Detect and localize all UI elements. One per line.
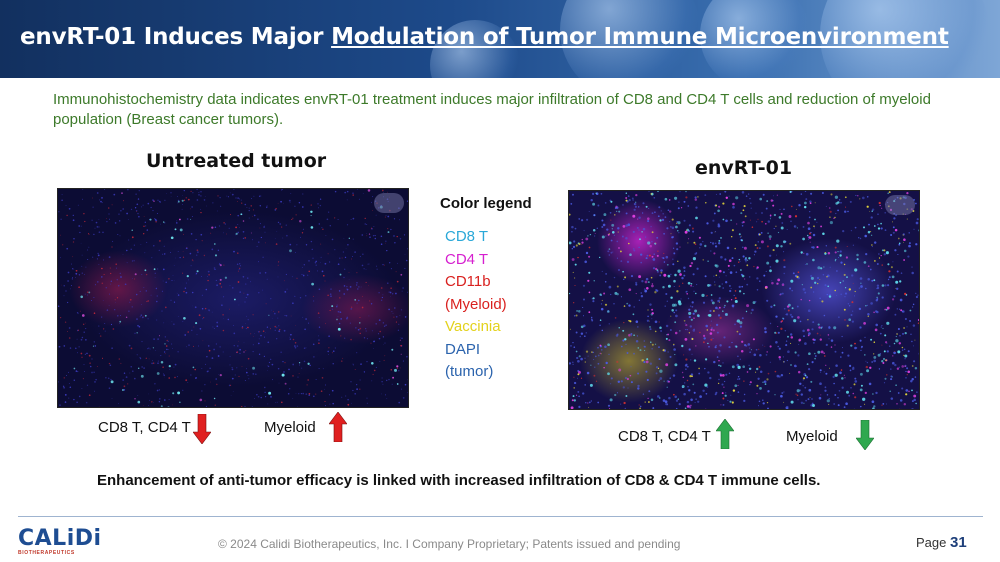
conclusion-text: Enhancement of anti-tumor efficacy is li… [97, 472, 821, 489]
treated-myeloid-label: Myeloid [786, 428, 838, 445]
legend-title: Color legend [440, 195, 532, 212]
page-title-underlined: Modulation of Tumor Immune Microenvironm… [331, 24, 949, 50]
legend-item-vaccinia: Vaccinia [445, 318, 501, 335]
arrow-up-red-shape [329, 412, 347, 442]
arrow-down-red-icon [193, 414, 211, 444]
logo-subtext: BIOTHERAPEUTICS [18, 550, 75, 556]
legend-item-cd11b: CD11b [445, 273, 491, 290]
page-number: Page 31 [916, 534, 967, 551]
title-banner: envRT-01 Induces Major Modulation of Tum… [0, 0, 1000, 78]
arrow-up-red-icon [329, 412, 347, 442]
legend-item-dapi: DAPI [445, 340, 481, 358]
legend-item-tumor: (tumor) [445, 363, 494, 380]
legend-item-cd4: CD4 T [445, 250, 489, 268]
arrow-down-red-shape [193, 414, 211, 444]
untreated-myeloid-label: Myeloid [264, 419, 316, 436]
page-label: Page [916, 535, 947, 550]
company-logo: CALiDi BIOTHERAPEUTICS [18, 526, 102, 557]
treated-tcell-label: CD8 T, CD4 T [618, 428, 711, 445]
treated-micrograph [568, 190, 920, 410]
untreated-micrograph [57, 188, 409, 408]
summary-text: Immunohistochemistry data indicates envR… [53, 91, 931, 128]
arrow-up-green-shape [716, 419, 734, 449]
arrow-up-green-icon [716, 419, 734, 449]
untreated-tcell-label: CD8 T, CD4 T [98, 419, 191, 436]
arrow-down-green-icon [856, 420, 874, 450]
legend-item-cd8: CD8 T [445, 228, 489, 245]
copyright-text: © 2024 Calidi Biotherapeutics, Inc. I Co… [218, 537, 681, 551]
untreated-title: Untreated tumor [146, 150, 327, 172]
logo-text: CALiDi [18, 526, 102, 551]
page-title-plain: envRT-01 Induces Major [20, 24, 332, 50]
color-legend: CD8 T CD4 T CD11b (Myeloid) Vaccinia DAP… [445, 226, 507, 384]
page-title: envRT-01 Induces Major Modulation of Tum… [20, 24, 949, 50]
arrow-down-green-shape [856, 420, 874, 450]
legend-item-myeloid: (Myeloid) [445, 295, 507, 313]
treated-title: envRT-01 [695, 157, 793, 179]
footer-divider [18, 516, 983, 517]
page-number-value: 31 [950, 534, 967, 551]
